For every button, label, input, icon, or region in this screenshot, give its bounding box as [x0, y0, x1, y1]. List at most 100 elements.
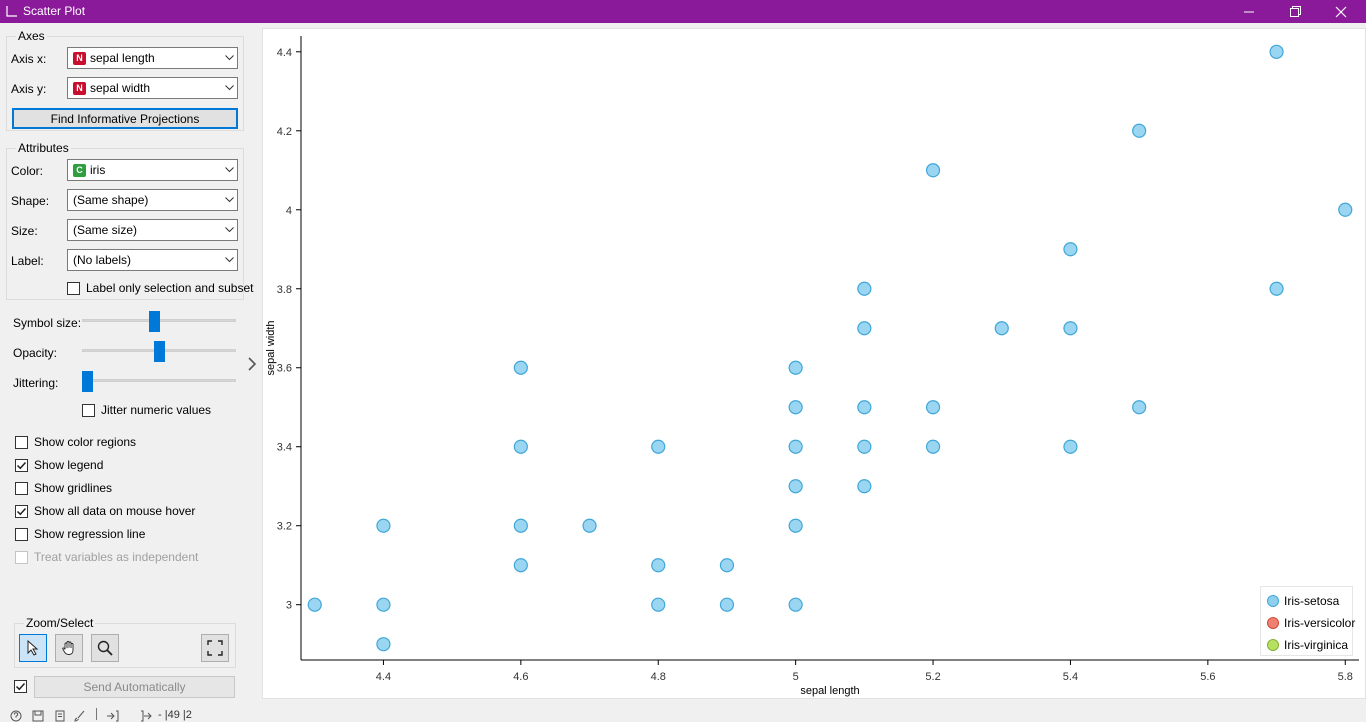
- data-point: [857, 400, 872, 415]
- data-point: [307, 597, 322, 612]
- checkbox-box: [67, 281, 80, 295]
- y-tick-label: 4.4: [277, 47, 292, 59]
- option-show-all-data-on-mouse-hover-checkbox[interactable]: Show all data on mouse hover: [15, 504, 195, 518]
- jittering-slider-handle[interactable]: [82, 371, 93, 392]
- checkbox-box: [15, 527, 28, 541]
- shape-value: (Same shape): [73, 193, 149, 207]
- checkbox-box: [15, 550, 28, 564]
- y-tick-label: 4.2: [277, 126, 292, 138]
- data-point: [857, 281, 872, 296]
- data-point: [651, 597, 666, 612]
- zoom-select-title: Zoom/Select: [24, 616, 96, 630]
- color-combo[interactable]: C iris: [67, 159, 238, 181]
- find-informative-projections-button[interactable]: Find Informative Projections: [12, 108, 238, 129]
- help-icon[interactable]: [10, 710, 22, 722]
- minimize-button[interactable]: [1226, 0, 1272, 23]
- opacity-slider-handle[interactable]: [153, 341, 165, 362]
- data-point: [1269, 44, 1284, 59]
- data-point: [513, 360, 528, 375]
- axis-x-value: sepal length: [90, 51, 155, 65]
- legend[interactable]: Iris-setosa Iris-versicolor Iris-virginica: [1260, 586, 1355, 656]
- shape-combo[interactable]: (Same shape): [67, 189, 238, 211]
- select-tool-button[interactable]: [19, 634, 47, 662]
- label-only-selection-text: Label only selection and subset: [86, 281, 254, 295]
- option-label: Show regression line: [34, 527, 146, 541]
- checkmark-icon: [16, 507, 27, 515]
- fit-to-view-button[interactable]: [201, 634, 229, 662]
- shape-label: Shape:: [11, 194, 50, 208]
- option-show-legend-checkbox[interactable]: Show legend: [15, 458, 103, 472]
- x-tick-label: 4.6: [513, 671, 528, 683]
- data-point: [719, 597, 735, 612]
- label-combo[interactable]: (No labels): [67, 249, 238, 271]
- jittering-label: Jittering:: [13, 376, 59, 390]
- y-tick-label: 4: [286, 205, 292, 217]
- legend-item: Iris-virginica: [1267, 638, 1348, 652]
- data-point: [376, 597, 391, 612]
- option-label: Show all data on mouse hover: [34, 504, 196, 518]
- x-tick-label: 5: [793, 671, 799, 683]
- checkmark-icon: [16, 461, 27, 469]
- jittering-slider[interactable]: [82, 379, 236, 382]
- checkbox-box: [15, 504, 28, 518]
- option-show-color-regions-checkbox[interactable]: Show color regions: [15, 435, 136, 449]
- opacity-label: Opacity:: [13, 346, 58, 360]
- data-point: [1338, 202, 1353, 217]
- data-point: [376, 637, 391, 652]
- data-point: [925, 163, 941, 178]
- axis-x-combo[interactable]: N sepal length: [67, 47, 238, 69]
- send-auto-checkbox[interactable]: [14, 680, 33, 693]
- data-point: [1063, 242, 1078, 257]
- option-show-regression-line-checkbox[interactable]: Show regression line: [15, 527, 145, 541]
- legend-marker: [1267, 617, 1279, 629]
- data-point: [788, 597, 803, 612]
- scatter-plot-svg[interactable]: 4.4 4.6 4.8 5 5.2 5.4 5.6 5.8 3 3.2 3.4 3.6 3.8 4 4.2 4…: [262, 28, 1366, 700]
- label-label: Label:: [11, 254, 44, 268]
- color-value: iris: [90, 163, 106, 177]
- axis-x-label: Axis x:: [11, 52, 47, 66]
- data-point: [788, 479, 803, 494]
- collapse-chevron-icon[interactable]: [247, 357, 257, 371]
- option-label: Treat variables as independent: [34, 550, 199, 564]
- send-automatically-button[interactable]: Send Automatically: [34, 676, 235, 698]
- data-point: [513, 558, 528, 573]
- zoom-tool-button[interactable]: [91, 634, 119, 662]
- fit-to-view-icon: [207, 640, 223, 656]
- maximize-icon: [1289, 6, 1301, 17]
- data-point: [857, 479, 872, 494]
- maximize-button[interactable]: [1272, 0, 1318, 23]
- y-tick-label: 3.4: [277, 442, 292, 454]
- symbol-size-slider-handle[interactable]: [149, 311, 161, 332]
- data-point: [788, 400, 803, 415]
- categorical-badge: C: [73, 163, 86, 177]
- select-arrow-icon: [27, 640, 39, 656]
- data-point: [651, 558, 666, 573]
- brush-icon[interactable]: [74, 710, 86, 722]
- option-label: Show color regions: [34, 435, 137, 449]
- size-combo[interactable]: (Same size): [67, 219, 238, 241]
- input-icon: [107, 710, 119, 722]
- status-separator: [96, 708, 97, 720]
- data-point: [376, 518, 391, 533]
- data-point: [1132, 123, 1147, 138]
- x-tick-label: 4.4: [376, 671, 391, 683]
- axes-group: [6, 36, 244, 131]
- checkbox-box: [15, 458, 28, 472]
- option-show-gridlines-checkbox[interactable]: Show gridlines: [15, 481, 112, 495]
- report-icon[interactable]: [54, 710, 66, 722]
- symbol-size-label: Symbol size:: [13, 316, 82, 330]
- close-button[interactable]: [1318, 0, 1364, 23]
- data-point: [582, 518, 597, 533]
- plot-area[interactable]: [262, 28, 1366, 699]
- axis-y-combo[interactable]: N sepal width: [67, 77, 238, 99]
- jitter-numeric-text: Jitter numeric values: [101, 403, 212, 417]
- jitter-numeric-checkbox[interactable]: Jitter numeric values: [82, 403, 211, 417]
- data-point: [788, 439, 803, 454]
- checkbox-box: [14, 680, 27, 693]
- x-tick-label: 5.8: [1338, 671, 1353, 683]
- save-icon[interactable]: [32, 710, 44, 722]
- y-tick-label: 3.6: [277, 363, 292, 375]
- label-only-selection-checkbox[interactable]: Label only selection and subset: [67, 281, 253, 295]
- pan-tool-button[interactable]: [55, 634, 83, 662]
- data-point: [925, 439, 941, 454]
